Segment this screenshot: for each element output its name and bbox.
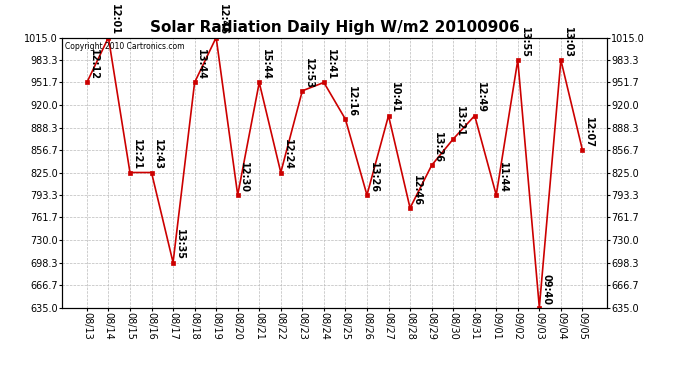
Text: 11:44: 11:44 [498,162,508,193]
Text: 12:07: 12:07 [584,117,594,148]
Text: 12:21: 12:21 [132,140,141,170]
Text: 13:03: 13:03 [562,27,573,58]
Text: 12:12: 12:12 [88,50,99,80]
Text: 13:55: 13:55 [520,27,529,58]
Text: 15:44: 15:44 [261,50,271,80]
Text: 12:53: 12:53 [304,58,314,88]
Text: 12:49: 12:49 [476,82,486,114]
Text: 12:41: 12:41 [326,50,335,80]
Text: 13:35: 13:35 [175,230,185,260]
Text: 12:01: 12:01 [110,4,120,35]
Text: Copyright 2010 Cartronics.com: Copyright 2010 Cartronics.com [65,42,184,51]
Text: 13:21: 13:21 [455,106,465,137]
Text: 13:26: 13:26 [433,132,444,163]
Text: 09:40: 09:40 [541,274,551,305]
Text: 12:24: 12:24 [282,140,293,170]
Text: 13:44: 13:44 [197,50,206,80]
Text: 12:43: 12:43 [153,140,164,170]
Text: 12:16: 12:16 [347,86,357,117]
Text: 12:30: 12:30 [239,162,249,193]
Text: 13:26: 13:26 [368,162,379,193]
Text: 10:41: 10:41 [391,82,400,114]
Title: Solar Radiation Daily High W/m2 20100906: Solar Radiation Daily High W/m2 20100906 [150,20,520,35]
Text: 12:46: 12:46 [412,175,422,206]
Text: 12:46: 12:46 [218,4,228,35]
